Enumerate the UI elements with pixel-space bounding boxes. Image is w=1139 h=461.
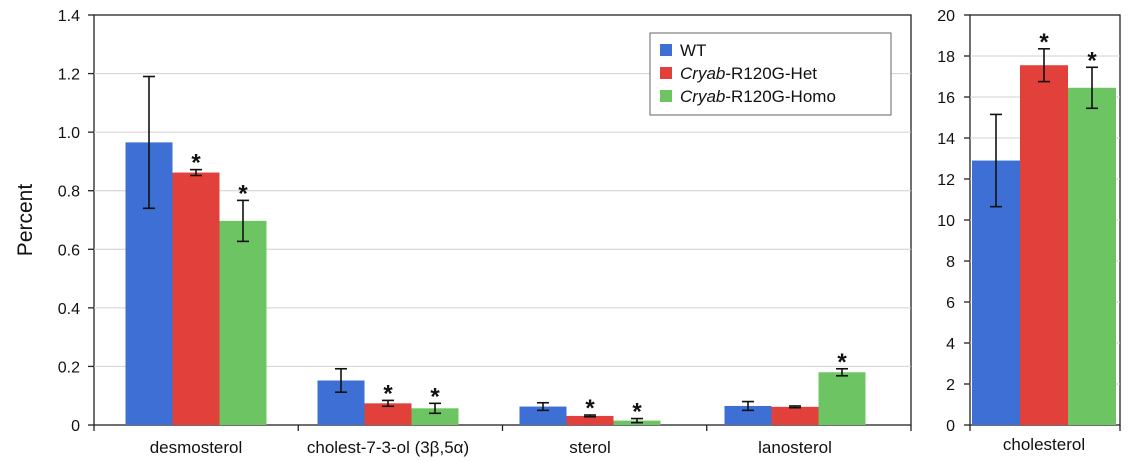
bar <box>1068 87 1116 426</box>
bar <box>771 406 819 425</box>
legend-entry: Cryab-R120G-Het <box>680 64 817 83</box>
bar <box>364 403 412 425</box>
legend-swatch <box>660 44 672 56</box>
significance-star: * <box>191 150 201 177</box>
significance-star: * <box>383 380 393 407</box>
y-tick-label: 18 <box>937 49 955 66</box>
y-tick-label: 0.6 <box>58 242 80 259</box>
bar <box>411 408 459 425</box>
significance-star: * <box>585 395 595 422</box>
legend-entry: WT <box>680 41 706 60</box>
significance-star: * <box>837 349 847 376</box>
y-tick-label: 12 <box>937 172 955 189</box>
y-tick-label: 14 <box>937 131 955 148</box>
legend-gene-name: Cryab <box>680 64 725 83</box>
significance-star: * <box>238 180 248 207</box>
y-tick-label: 0 <box>71 418 80 435</box>
legend-swatch <box>660 90 672 102</box>
y-tick-label: 0.2 <box>58 359 80 376</box>
y-tick-label: 4 <box>946 336 955 353</box>
right-chart-panel: 0 2 4 6 8 10 12 14 16 18 20 * * cholesterol <box>937 8 1121 454</box>
y-tick-label: 0 <box>946 418 955 435</box>
y-tick-label: 10 <box>937 213 955 230</box>
category-label: lanosterol <box>758 438 832 457</box>
y-tick-label: 0.8 <box>58 184 80 201</box>
y-axis-title: Percent <box>14 184 37 257</box>
legend-box <box>649 32 892 116</box>
legend-label: -R120G-Homo <box>725 87 836 106</box>
y-tick-label: 8 <box>946 254 955 271</box>
y-tick-label: 0.4 <box>58 301 80 318</box>
bar <box>566 415 614 425</box>
bar <box>818 372 866 425</box>
y-tick-label: 1.0 <box>58 125 80 142</box>
category-label: desmosterol <box>150 438 243 457</box>
category-label: cholest-7-3-ol (3β,5α) <box>307 438 469 457</box>
bar <box>172 172 220 425</box>
significance-star: * <box>1087 47 1097 74</box>
y-tick-label: 1.4 <box>58 8 80 25</box>
legend-gene-name: Cryab <box>680 87 725 106</box>
significance-star: * <box>632 399 642 426</box>
y-tick-label: 6 <box>946 295 955 312</box>
bar <box>1020 65 1068 425</box>
legend-swatch <box>660 67 672 79</box>
bar <box>219 220 267 425</box>
legend-label: -R120G-Het <box>725 64 817 83</box>
significance-star: * <box>1039 29 1049 56</box>
legend-label: WT <box>680 41 706 60</box>
y-tick-label: 20 <box>937 8 955 25</box>
bar <box>724 405 772 425</box>
y-tick-label: 2 <box>946 377 955 394</box>
y-tick-label: 1.2 <box>58 67 80 84</box>
category-label: cholesterol <box>1003 435 1085 454</box>
significance-star: * <box>430 383 440 410</box>
category-label: sterol <box>569 438 611 457</box>
bar <box>519 406 567 425</box>
y-tick-label: 16 <box>937 90 955 107</box>
legend-entry: Cryab-R120G-Homo <box>680 87 836 106</box>
